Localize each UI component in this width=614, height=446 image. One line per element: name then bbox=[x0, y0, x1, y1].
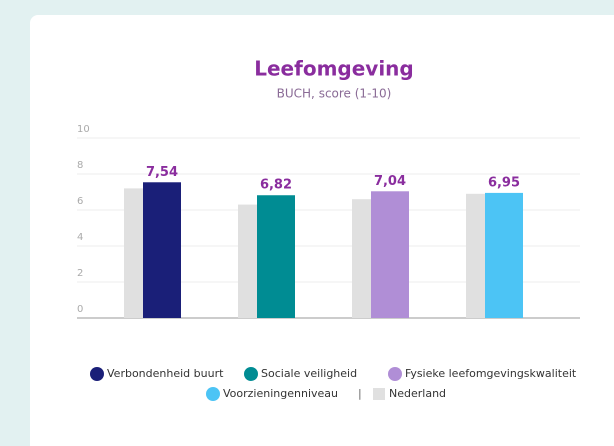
bar bbox=[371, 191, 409, 318]
y-tick-label: 4 bbox=[77, 232, 83, 243]
legend-swatch bbox=[206, 387, 220, 401]
reference-bar bbox=[238, 204, 257, 318]
reference-bar bbox=[466, 193, 485, 318]
value-label: 6,82 bbox=[260, 178, 292, 193]
chart-title: Leefomgeving bbox=[254, 57, 413, 81]
y-tick-label: 0 bbox=[77, 304, 83, 315]
legend-label: Sociale veiligheid bbox=[261, 367, 357, 380]
legend-label: Fysieke leefomgevingskwaliteit bbox=[405, 367, 577, 380]
bar bbox=[143, 182, 181, 318]
legend-separator: | bbox=[358, 387, 362, 400]
reference-bar bbox=[352, 199, 371, 318]
legend-swatch bbox=[388, 367, 402, 381]
value-label: 6,95 bbox=[488, 175, 520, 190]
bar bbox=[257, 195, 295, 318]
y-tick-label: 10 bbox=[77, 124, 90, 135]
legend-swatch bbox=[244, 367, 258, 381]
legend-swatch bbox=[373, 388, 385, 400]
y-tick-label: 6 bbox=[77, 196, 83, 207]
y-tick-label: 8 bbox=[77, 160, 83, 171]
value-label: 7,04 bbox=[374, 174, 406, 189]
y-tick-label: 2 bbox=[77, 268, 83, 279]
legend-label: Verbondenheid buurt bbox=[107, 367, 224, 380]
chart-subtitle: BUCH, score (1-10) bbox=[277, 87, 392, 101]
bar bbox=[485, 192, 523, 318]
legend-label: Nederland bbox=[389, 387, 446, 400]
reference-bar bbox=[124, 188, 143, 318]
value-label: 7,54 bbox=[146, 165, 178, 180]
legend-label: Voorzieningenniveau bbox=[223, 387, 338, 400]
legend-swatch bbox=[90, 367, 104, 381]
